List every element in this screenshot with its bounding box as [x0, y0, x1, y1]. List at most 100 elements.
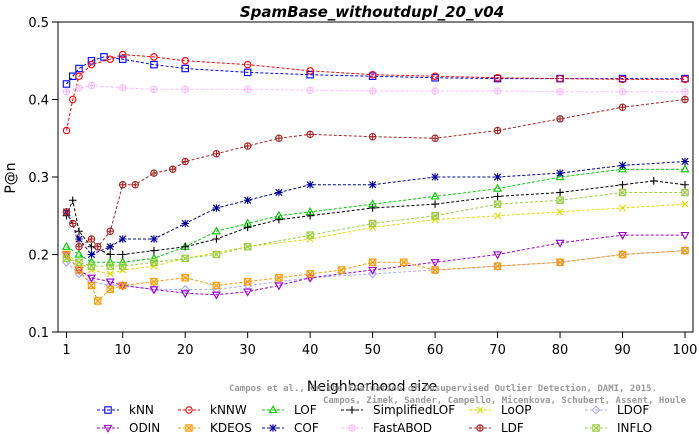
legend-marker-odin [103, 424, 113, 433]
series-ldf [62, 95, 689, 251]
legend-item-knnw: kNNW [178, 403, 247, 417]
data-point-fastabod [150, 85, 158, 94]
series-kdeos [62, 246, 689, 305]
x-tick-label: 30 [239, 343, 256, 358]
legend-item-odin: ODIN [97, 421, 160, 434]
data-point-kdeos [306, 270, 314, 278]
data-point-cof [212, 204, 221, 212]
data-point-kdeos [75, 266, 83, 274]
data-point-kdeos [243, 277, 252, 286]
legend-label: LoOP [501, 403, 532, 417]
data-point-knn [100, 53, 108, 61]
data-point-knnw [62, 126, 71, 135]
x-tick-label: 1 [62, 343, 70, 358]
data-point-knnw [556, 74, 564, 83]
data-point-ldf [68, 219, 77, 228]
data-point-knn [150, 60, 158, 69]
data-point-lof [61, 241, 72, 250]
data-point-knnw [150, 53, 158, 61]
data-point-inflo [243, 243, 252, 251]
data-point-fastabod [431, 87, 439, 95]
legend-label: KDEOS [210, 421, 252, 434]
x-tick-label: 80 [552, 343, 569, 358]
data-point-inflo [118, 262, 127, 270]
data-point-knnw [68, 95, 77, 104]
data-point-ldof [368, 269, 378, 279]
data-point-ldof [180, 284, 190, 294]
data-point-knnw [106, 55, 114, 63]
data-point-simplifiedlof [431, 200, 439, 208]
data-point-lof [105, 257, 115, 266]
data-point-knnw [431, 72, 439, 81]
series-lof [61, 164, 690, 266]
legend: kNN kNNW LOF SimplifiedLOF LoOP LDOF ODIN KDEOS… [97, 403, 652, 434]
data-point-inflo [75, 258, 83, 266]
legend-label: LDOF [617, 403, 649, 417]
data-point-knn [62, 80, 71, 88]
data-point-fastabod [75, 84, 83, 92]
legend-item-lof: LOF [262, 403, 317, 417]
x-tick-label: 50 [364, 343, 381, 358]
data-point-ldf [681, 95, 689, 104]
data-point-lof [149, 253, 159, 262]
data-point-simplifiedlof [618, 180, 627, 189]
data-point-kdeos [118, 281, 127, 290]
legend-label: SimplifiedLOF [373, 403, 455, 417]
data-point-simplifiedlof [68, 196, 77, 205]
data-point-fastabod [87, 81, 96, 90]
data-point-ldf [106, 227, 114, 235]
data-point-inflo [618, 188, 627, 197]
data-point-ldf [62, 208, 71, 216]
data-point-odin [680, 231, 690, 241]
series-line-fastabod [66, 85, 685, 93]
data-point-knnw [681, 75, 689, 84]
data-point-cof [431, 173, 439, 181]
data-point-loop [618, 204, 627, 212]
y-tick-label: 0.2 [28, 249, 49, 264]
data-point-simplifiedlof [118, 250, 127, 259]
legend-marker-fastabod [348, 424, 356, 432]
legend-label: FastABOD [373, 421, 432, 434]
credit-line-1: Campos et al., On the Evaluation of Unsu… [229, 383, 657, 394]
plot-area [61, 50, 690, 305]
data-point-lof [555, 172, 565, 181]
data-point-knnw [75, 72, 83, 81]
data-point-kdeos [681, 246, 689, 255]
data-point-cof [243, 196, 252, 205]
data-point-knnw [181, 56, 189, 65]
data-point-lof [211, 226, 221, 235]
legend-item-cof: COF [262, 421, 319, 434]
y-tick-label: 0.5 [28, 16, 49, 31]
data-point-kdeos [87, 281, 96, 290]
series-line-inflo [66, 192, 685, 267]
data-point-odin [274, 282, 284, 291]
data-point-inflo [212, 250, 221, 259]
series-line-loop [66, 203, 686, 275]
data-point-ldf [431, 134, 439, 142]
data-point-fastabod [243, 85, 252, 94]
data-point-odin [149, 286, 159, 295]
data-point-knnw [493, 74, 502, 82]
data-point-odin [180, 290, 190, 299]
legend-item-simplifiedlof: SimplifiedLOF [341, 403, 455, 417]
data-point-odin [617, 231, 628, 241]
data-point-cof [368, 180, 377, 189]
data-point-loop [681, 200, 689, 208]
data-point-knn [181, 64, 189, 73]
data-point-ldof [617, 249, 628, 260]
x-tick-label: 100 [673, 343, 698, 358]
legend-item-loop: LoOP [469, 403, 532, 417]
series-inflo [62, 188, 689, 270]
data-point-inflo [62, 254, 71, 263]
legend-label: kNNW [210, 403, 247, 417]
data-point-knnw [118, 50, 127, 59]
data-point-kdeos [337, 266, 346, 274]
data-point-lof [86, 257, 97, 266]
data-point-cof [275, 188, 283, 197]
x-axis: 1 10 20 30 40 50 60 70 80 90 100 [62, 332, 697, 358]
data-point-cof [118, 235, 127, 243]
data-point-ldf [243, 142, 252, 150]
credit-line-2: Campos, Zimek, Sander, Campello, Micenko… [323, 395, 687, 406]
data-point-ldf [75, 243, 83, 251]
